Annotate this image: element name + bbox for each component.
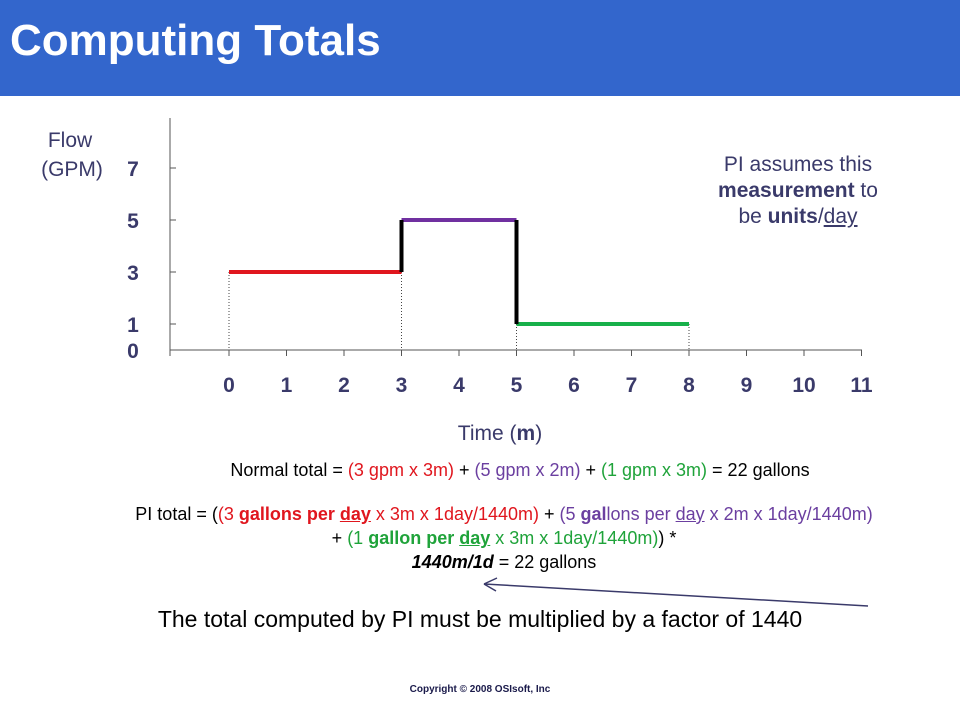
x-axis-label: Time (m) — [458, 422, 542, 445]
note-line-2: measurement to — [718, 179, 878, 202]
annotation-arrowhead — [483, 577, 498, 592]
x-tick-label: 4 — [453, 374, 465, 397]
note-line-3: be units/day — [738, 205, 858, 228]
copyright-notice: Copyright © 2008 OSIsoft, Inc — [409, 684, 551, 695]
x-tick-label: 0 — [223, 374, 235, 397]
x-tick-label: 7 — [626, 374, 638, 397]
y-axis-label-line2: (GPM) — [41, 158, 103, 181]
title-bar: Computing Totals — [0, 0, 960, 96]
conclusion-text: The total computed by PI must be multipl… — [157, 606, 803, 632]
y-tick-label: 5 — [127, 210, 139, 233]
x-tick-label: 1 — [281, 374, 293, 397]
slide-title: Computing Totals — [10, 16, 381, 65]
x-ticks: 0 1 2 3 4 5 6 7 8 9 10 11 — [169, 350, 873, 397]
x-tick-label: 5 — [511, 374, 523, 397]
annotation-arrow — [483, 583, 869, 607]
x-tick-label: 8 — [683, 374, 695, 397]
flow-chart: 0 1 3 5 7 0 1 2 3 4 5 6 7 8 9 10 11 Flow (GPM) Time (m) — [41, 118, 873, 607]
x-tick-label: 10 — [792, 374, 815, 397]
normal-total-formula: Normal total = (3 gpm x 3m) + (5 gpm x 2… — [230, 460, 810, 480]
drop-lines — [228, 272, 690, 350]
y-tick-label: 1 — [127, 314, 139, 337]
x-tick-label: 6 — [568, 374, 580, 397]
y-ticks: 0 1 3 5 7 — [127, 158, 176, 363]
x-tick-label: 11 — [850, 374, 873, 397]
x-tick-label: 3 — [396, 374, 408, 397]
pi-assumption-note: PI assumes this measurement to be units/… — [680, 152, 916, 230]
x-tick-label: 9 — [741, 374, 753, 397]
y-tick-label: 7 — [127, 158, 139, 181]
note-line-1: PI assumes this — [723, 153, 873, 176]
x-tick-label: 2 — [338, 374, 350, 397]
y-tick-label: 0 — [127, 340, 139, 363]
flow-segments — [229, 218, 689, 326]
y-tick-label: 3 — [127, 262, 139, 285]
pi-total-formula: PI total = ((3 gallons per day x 3m x 1d… — [135, 504, 873, 572]
y-axis-label-line1: Flow — [48, 129, 93, 152]
